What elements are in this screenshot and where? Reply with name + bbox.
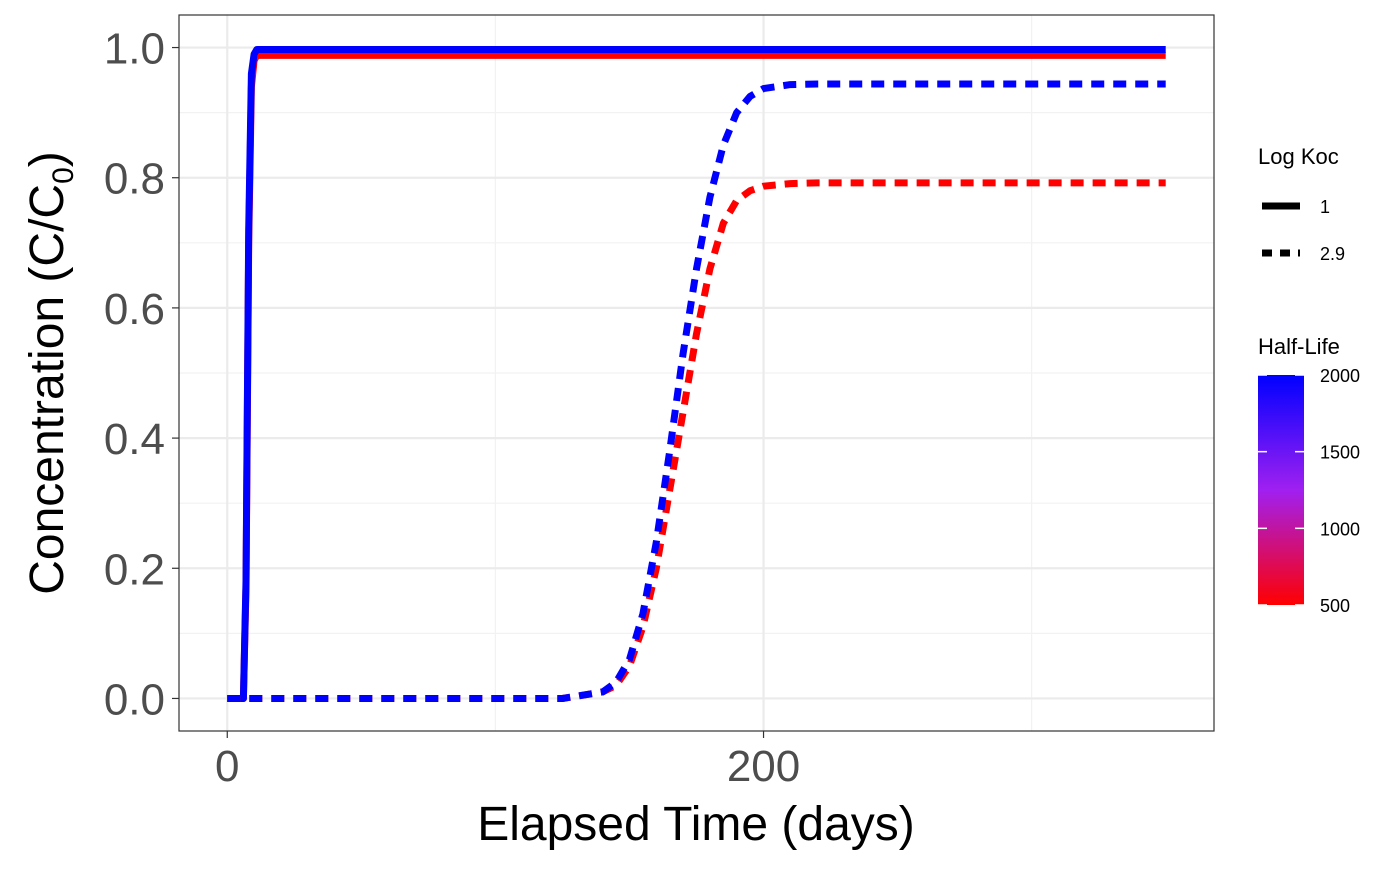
y-tick-label: 0.6 — [104, 285, 165, 334]
legend-color: Half-Life 2000 1500 1000 500 — [1258, 334, 1360, 616]
y-axis-title-slash: / — [21, 218, 74, 232]
x-axis-title: Elapsed Time (days) — [477, 798, 915, 851]
colorbar-tick-label: 500 — [1320, 596, 1350, 616]
y-axis-title-subscript: 0 — [47, 167, 80, 184]
series-line-1 — [227, 46, 1166, 702]
colorbar-tick-label: 2000 — [1320, 366, 1360, 386]
colorbar-ticks: 2000 1500 1000 500 — [1258, 366, 1360, 616]
legend-linetype-title: Log Koc — [1258, 144, 1339, 169]
y-axis-title-close: ) — [21, 151, 74, 167]
plot-panel-border — [178, 14, 1215, 732]
y-tick-label: 1.0 — [104, 25, 165, 74]
legend-label-solid: 1 — [1320, 197, 1330, 217]
y-tick-label: 0.8 — [104, 155, 165, 204]
data-series — [227, 46, 1166, 702]
x-tick-label: 0 — [215, 742, 239, 791]
grid-lines — [179, 15, 1214, 731]
y-tick-label: 0.4 — [104, 415, 165, 464]
series-line-3 — [227, 80, 1166, 702]
y-tick-label: 0.2 — [104, 545, 165, 594]
x-tick-label: 200 — [727, 742, 800, 791]
y-tick-label: 0.0 — [104, 675, 165, 724]
series-line-2 — [227, 179, 1166, 702]
legend-label-dashed: 2.9 — [1320, 244, 1345, 264]
legend-linetype: Log Koc 1 2.9 — [1258, 144, 1345, 264]
axis-ticks: 0.0 0.2 0.4 0.6 0.8 1.0 0 200 — [104, 25, 800, 791]
y-axis-title: Concentration (C/C0) — [21, 151, 80, 595]
y-axis-title-main: Concentration (C — [21, 232, 74, 595]
series-line-0 — [227, 51, 1166, 702]
colorbar-tick-label: 1500 — [1320, 443, 1360, 463]
y-axis-title-c: C — [21, 184, 74, 219]
colorbar-tick-label: 1000 — [1320, 519, 1360, 539]
legend-color-title: Half-Life — [1258, 334, 1340, 359]
half-life-colorbar — [1258, 375, 1304, 605]
